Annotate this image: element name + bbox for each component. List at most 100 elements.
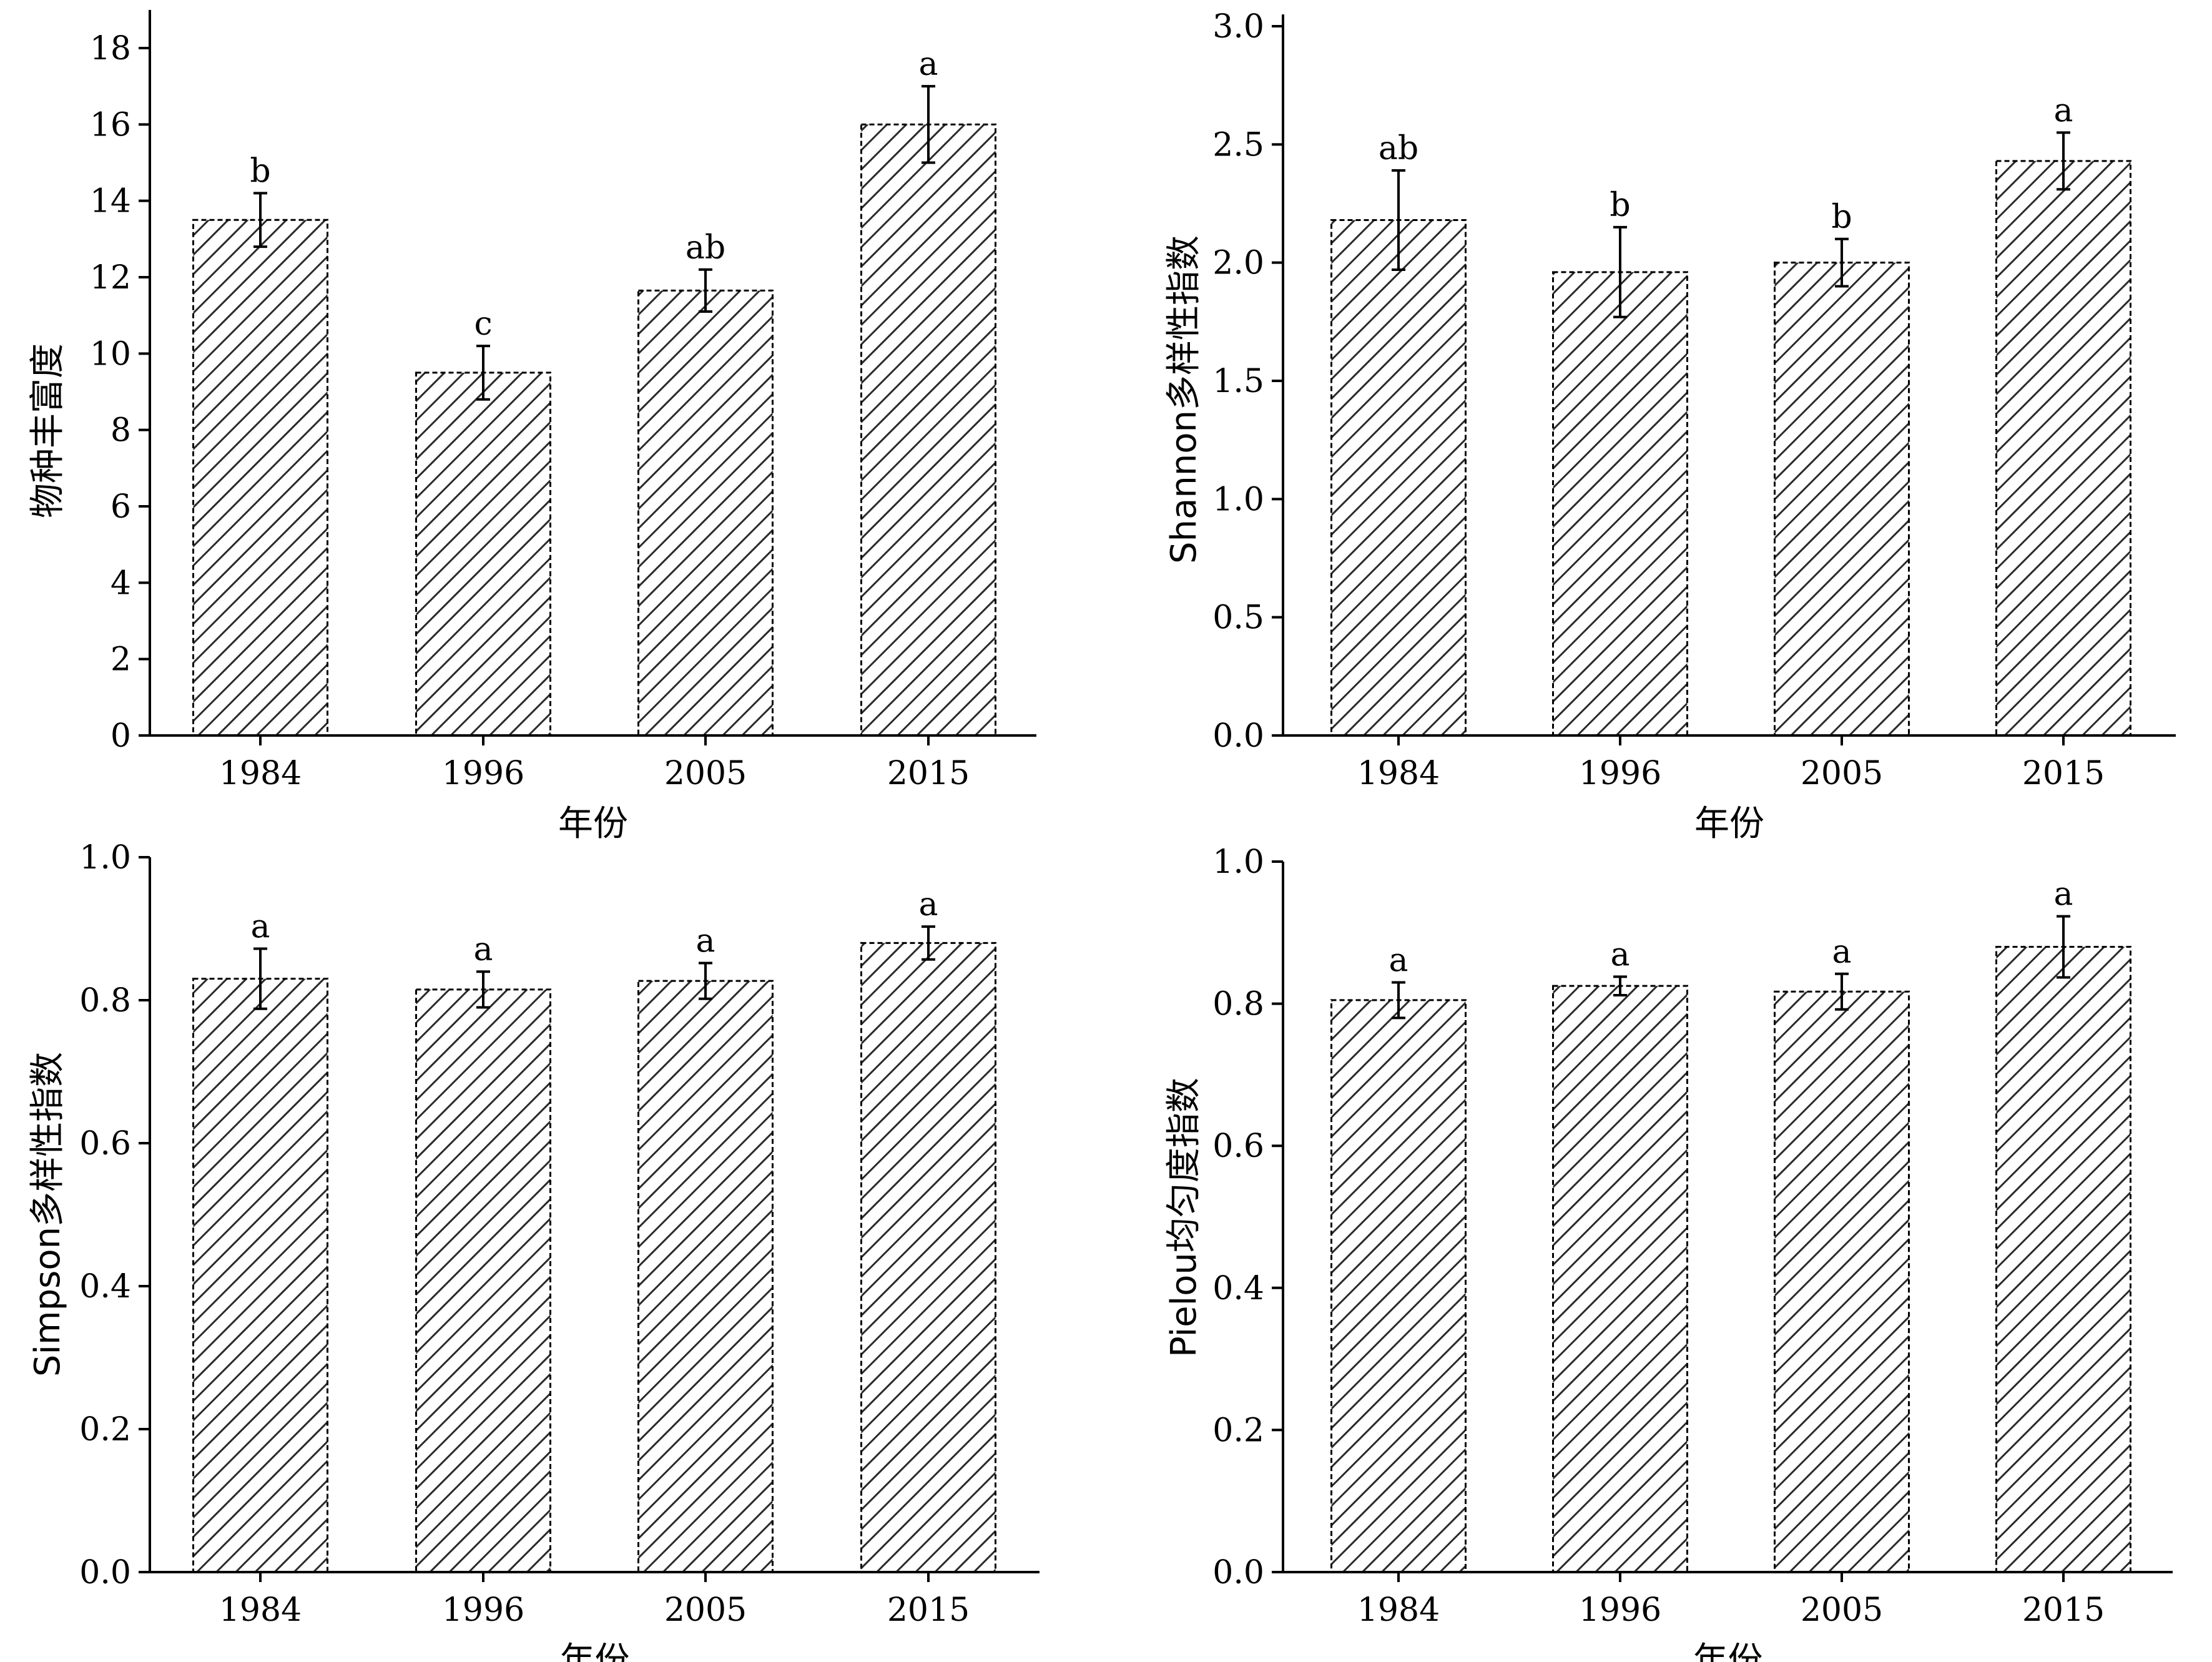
y-tick-label: 14 [90,183,131,220]
bar-1996 [415,371,551,737]
y-tick-label: 18 [90,30,131,67]
bar-1996 [1552,985,1688,1573]
y-tick-label: 0 [111,717,131,755]
error-bar-1984 [1392,981,1405,1020]
bar-1984 [192,219,328,737]
bar-2015 [860,123,996,737]
y-tick-label: 10 [90,335,131,373]
significance-label: c [474,305,492,343]
bar-2005 [1774,262,1910,737]
significance-label: a [473,931,493,968]
y-tick-label: 0.0 [79,1554,131,1591]
bar-2005 [1774,990,1910,1573]
x-tick-label: 2005 [664,1591,747,1629]
significance-label: a [1610,936,1630,973]
x-tick-label: 1984 [219,755,302,792]
y-tick-label: 2.5 [1212,126,1264,164]
error-bar-2005 [699,268,712,313]
x-axis-title: 年份 [558,804,628,844]
y-tick-label: 1.0 [1212,481,1264,518]
x-tick-label: 2015 [2022,1591,2105,1629]
error-bar-1996 [1613,225,1627,318]
bar-2015 [1995,160,2131,737]
panel-shannon-index: ab b b a 0.0 0.5 1.0 1.5 2.0 2.5 3.0 1984 1996 2005 20… [1164,8,2176,844]
y-tick-label: 0.4 [1212,1270,1264,1307]
y-tick-label: 0.5 [1212,599,1264,637]
y-tick-label: 0.0 [1212,717,1264,755]
x-tick-label: 1996 [442,1591,524,1629]
x-tick-label: 2005 [1801,755,1883,792]
y-tick-label: 0.6 [1212,1128,1264,1165]
significance-label: a [1832,933,1851,971]
y-tick-label: 2 [111,641,131,679]
y-tick-label: 1.0 [79,839,131,877]
y-axis-title: Shannon多样性指数 [1164,235,1204,564]
error-bar-2005 [1835,237,1849,288]
x-tick-label: 2015 [2022,755,2105,792]
y-tick-label: 0.0 [1212,1554,1264,1591]
error-bar-2015 [2057,131,2070,191]
bar-2015 [1995,946,2131,1573]
error-bar-1996 [476,970,490,1009]
significance-label: a [2053,876,2073,913]
significance-label: ab [1379,130,1418,167]
error-bar-2015 [922,925,935,961]
error-bar-1984 [253,192,267,248]
panel-pielou-index: a a a a 0.0 0.2 0.4 0.6 0.8 1.0 1984 1996 2005 2015 年份… [1164,843,2173,1662]
x-tick-label: 2005 [664,755,747,792]
y-tick-label: 6 [111,488,131,526]
y-tick-label: 8 [111,412,131,450]
panel-species-richness: b c ab a 0 2 4 6 8 10 12 14 16 18 1984 1996 2005 2015 年份 物种… [27,9,1036,844]
significance-label: a [918,886,938,923]
x-tick-label: 1984 [1357,755,1440,792]
y-tick-label: 0.2 [79,1411,131,1448]
y-tick-label: 4 [111,564,131,602]
bar-1984 [1330,999,1467,1573]
x-tick-label: 2005 [1801,1591,1883,1629]
error-bar-2015 [2057,915,2070,979]
significance-label: b [1610,187,1630,224]
bar-2015 [860,942,996,1573]
significance-label: a [918,46,938,83]
error-bar-1996 [1613,975,1627,996]
bar-2005 [637,289,774,737]
x-axis-title: 年份 [1693,1640,1763,1662]
bar-2005 [637,980,774,1573]
x-tick-label: 2015 [887,755,970,792]
x-tick-label: 1984 [1357,1591,1440,1629]
x-axis-title: 年份 [560,1640,630,1662]
error-bar-2005 [699,961,712,1000]
significance-label: a [2053,92,2073,129]
y-axis-title: Pielou均匀度指数 [1164,1078,1204,1357]
y-tick-label: 0.6 [79,1125,131,1163]
significance-label: a [250,908,270,946]
bar-1996 [1552,271,1688,737]
bar-1996 [415,988,551,1573]
error-bar-2005 [1835,972,1849,1011]
panel-simpson-index: a a a a 0.0 0.2 0.4 0.6 0.8 1.0 1984 1996 2005 2015 年份… [27,839,1040,1662]
x-tick-label: 1996 [1579,1591,1661,1629]
x-tick-label: 2015 [887,1591,970,1629]
y-tick-label: 1.0 [1212,843,1264,881]
significance-label: b [1831,199,1852,236]
error-bar-1996 [476,345,490,401]
x-tick-label: 1996 [1579,755,1661,792]
bar-1984 [1330,219,1467,737]
error-bar-1984 [1392,169,1405,272]
x-axis-title: 年份 [1694,804,1764,844]
error-bar-2015 [922,85,935,164]
y-axis-title: 物种丰富度 [27,343,68,518]
significance-label: a [696,922,715,960]
x-tick-label: 1996 [442,755,524,792]
y-tick-label: 2.0 [1212,245,1264,282]
y-tick-label: 12 [90,259,131,297]
y-tick-label: 1.5 [1212,363,1264,400]
error-bar-1984 [253,947,267,1010]
y-axis-title: Simpson多样性指数 [27,1052,68,1377]
y-tick-label: 0.4 [79,1268,131,1306]
x-tick-label: 1984 [219,1591,302,1629]
significance-label: b [250,152,270,190]
significance-label: a [1389,942,1408,979]
y-tick-label: 0.8 [1212,986,1264,1023]
